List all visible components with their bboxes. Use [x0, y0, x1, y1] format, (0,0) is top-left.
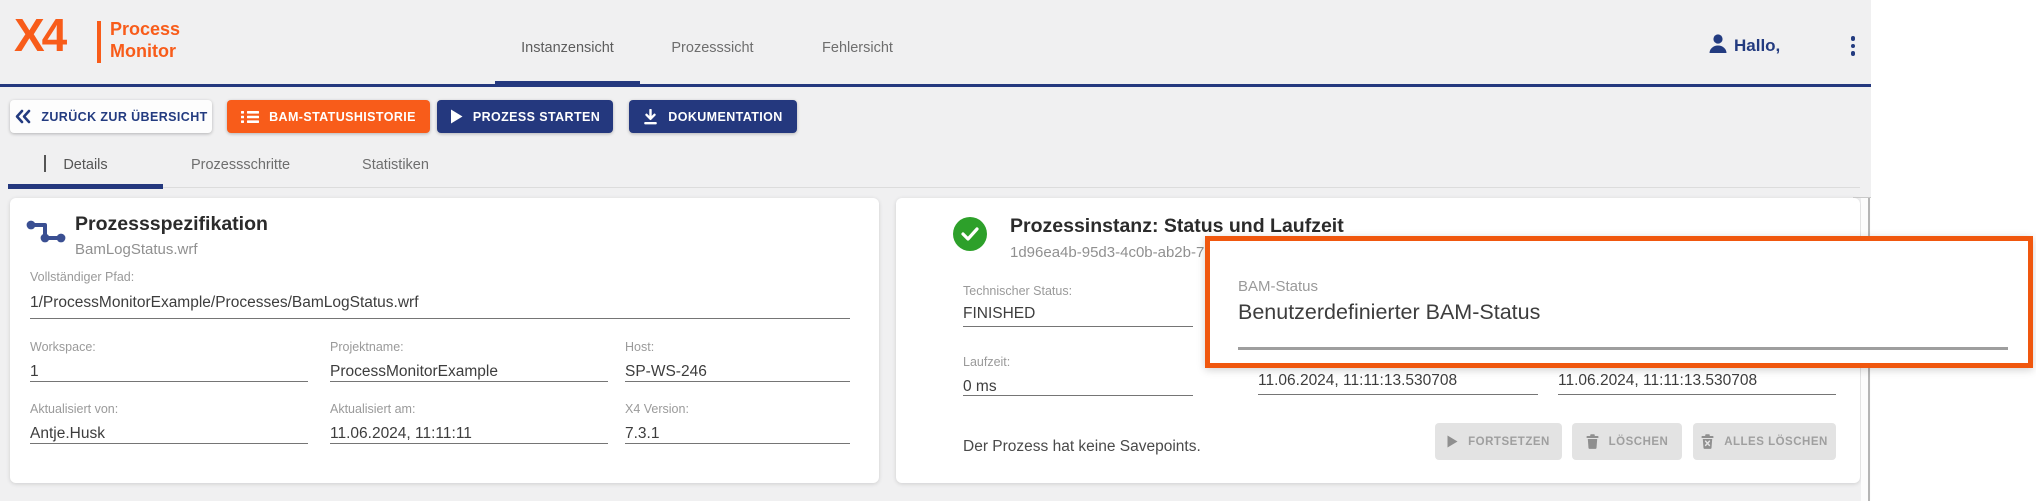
field-underline — [30, 443, 308, 444]
field-underline — [30, 318, 850, 319]
greeting-text: Hallo, — [1734, 36, 1781, 55]
field-underline — [330, 443, 608, 444]
field-runtime-label: Laufzeit: — [963, 355, 1011, 369]
bam-status-value: Benutzerdefinierter BAM-Status — [1238, 300, 1541, 324]
process-spec-card: Prozessspezifikation BamLogStatus.wrf Vo… — [10, 198, 879, 483]
active-tab-indicator — [495, 81, 640, 87]
brand-product-name: Process Monitor — [110, 18, 180, 62]
savepoints-note: Der Prozess hat keine Savepoints. — [963, 438, 1201, 455]
spec-card-title: Prozessspezifikation — [75, 213, 268, 235]
resume-label: FORTSETZEN — [1468, 435, 1550, 448]
brand-divider — [97, 21, 101, 63]
subtab-details[interactable]: Details — [63, 157, 108, 173]
field-underline — [625, 443, 850, 444]
active-subtab-indicator — [8, 184, 163, 189]
focus-caret — [44, 155, 46, 172]
start-process-label: PROZESS STARTEN — [472, 109, 601, 124]
back-to-overview-label: ZURÜCK ZUR ÜBERSICHT — [41, 109, 208, 124]
documentation-label: DOKUMENTATION — [668, 109, 783, 124]
field-underline — [330, 381, 608, 382]
delete-button[interactable]: LÖSCHEN — [1572, 423, 1682, 460]
subtab-statistiken[interactable]: Statistiken — [362, 157, 429, 173]
app-header: X4 Process Monitor Instanzensicht Prozes… — [0, 0, 1871, 87]
field-technical-status-label: Technischer Status: — [963, 284, 1073, 298]
brand-line2: Monitor — [110, 41, 176, 61]
field-updated-at-value: 11.06.2024, 11:11:11 — [330, 425, 472, 442]
tab-instanzensicht[interactable]: Instanzensicht — [521, 40, 614, 56]
subtab-baseline — [8, 187, 1860, 188]
back-to-overview-button[interactable]: ZURÜCK ZUR ÜBERSICHT — [10, 100, 212, 133]
field-underline — [30, 381, 308, 382]
spec-card-filename: BamLogStatus.wrf — [75, 241, 198, 258]
list-icon — [241, 110, 260, 124]
play-icon — [450, 109, 463, 124]
field-x4-version-label: X4 Version: — [625, 402, 689, 416]
x4-logo: X4 — [14, 9, 67, 61]
field-runtime-value: 0 ms — [963, 378, 997, 395]
subtab-prozessschritte[interactable]: Prozessschritte — [190, 157, 291, 173]
field-project-value: ProcessMonitorExample — [330, 363, 498, 380]
play-icon — [1447, 435, 1458, 448]
field-host-label: Host: — [625, 340, 655, 354]
field-finished-at-value: 11.06.2024, 11:11:13.530708 — [1558, 372, 1758, 389]
field-technical-status-value: FINISHED — [963, 305, 1036, 322]
instance-card-title: Prozessinstanz: Status und Laufzeit — [1010, 215, 1344, 237]
delete-all-label: ALLES LÖSCHEN — [1724, 435, 1828, 448]
field-host-value: SP-WS-246 — [625, 363, 707, 380]
delete-all-button[interactable]: ALLES LÖSCHEN — [1693, 423, 1836, 460]
field-underline — [1558, 394, 1836, 395]
process-flow-icon — [25, 216, 67, 251]
bam-status-history-button[interactable]: BAM-STATUSHISTORIE — [227, 100, 430, 133]
field-full-path-label: Vollständiger Pfad: — [30, 270, 135, 284]
delete-label: LÖSCHEN — [1608, 435, 1669, 448]
field-updated-at-label: Aktualisiert am: — [330, 402, 416, 416]
bam-status-highlight-overlay: BAM-Status Benutzerdefinierter BAM-Statu… — [1205, 236, 2033, 368]
field-project-label: Projektname: — [330, 340, 404, 354]
field-workspace-label: Workspace: — [30, 340, 96, 354]
field-updated-by-value: Antje.Husk — [30, 425, 105, 442]
bam-status-underline — [1238, 347, 2008, 350]
trash-x-icon — [1701, 434, 1714, 449]
start-process-button[interactable]: PROZESS STARTEN — [437, 100, 613, 133]
field-full-path-value: 1/ProcessMonitorExample/Processes/BamLog… — [30, 294, 419, 311]
field-workspace-value: 1 — [30, 363, 39, 380]
double-chevron-left-icon — [14, 109, 31, 124]
kebab-menu-icon[interactable] — [1846, 34, 1860, 58]
download-icon — [643, 108, 658, 125]
scrollbar-top-edge — [1853, 197, 1871, 198]
documentation-button[interactable]: DOKUMENTATION — [629, 100, 797, 133]
field-started-at-value: 11.06.2024, 11:11:13.530708 — [1258, 372, 1458, 389]
field-updated-by-label: Aktualisiert von: — [30, 402, 119, 416]
resume-button[interactable]: FORTSETZEN — [1435, 423, 1562, 460]
field-underline — [1258, 394, 1538, 395]
trash-icon — [1586, 434, 1599, 449]
status-success-icon — [953, 217, 987, 251]
user-icon — [1706, 32, 1730, 56]
bam-status-history-label: BAM-STATUSHISTORIE — [269, 109, 416, 124]
tab-fehlersicht[interactable]: Fehlersicht — [822, 40, 893, 56]
bam-status-label: BAM-Status — [1238, 278, 1319, 295]
instance-id: 1d96ea4b-95d3-4c0b-ab2b-79308 — [1010, 244, 1238, 261]
field-x4-version-value: 7.3.1 — [625, 425, 660, 442]
tab-prozesssicht[interactable]: Prozesssicht — [671, 40, 754, 56]
field-underline — [963, 395, 1193, 396]
field-underline — [625, 381, 850, 382]
brand-line1: Process — [110, 19, 181, 39]
field-underline — [963, 326, 1193, 327]
